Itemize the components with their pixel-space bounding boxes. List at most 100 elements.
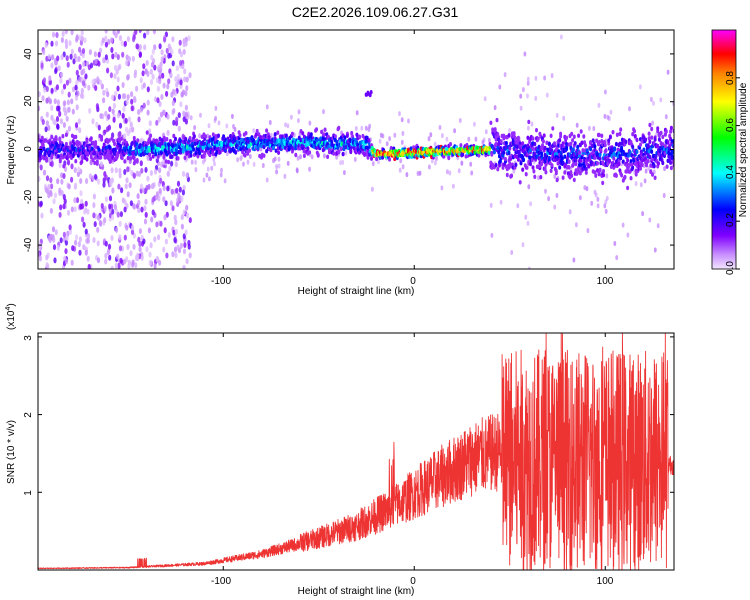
spectrogram-cell — [72, 141, 76, 147]
spectrogram-cell — [107, 113, 111, 120]
bot-xtick-label: 0 — [410, 576, 416, 587]
spectrogram-cell — [184, 137, 188, 142]
spectrogram-cell — [140, 167, 144, 174]
spectrogram-cell — [535, 128, 538, 133]
spectrogram-cell — [74, 239, 78, 246]
spectrogram-cell — [172, 133, 176, 139]
spectrogram-cell — [521, 242, 525, 248]
spectrogram-cell — [99, 113, 103, 119]
spectrogram-cell — [80, 87, 84, 94]
spectrogram-cell — [275, 164, 278, 170]
spectrogram-cell — [138, 246, 142, 253]
spectrogram-cell — [275, 169, 278, 175]
spectrogram-cell — [117, 183, 121, 190]
spectrogram-cell — [560, 34, 563, 40]
spectrogram-cell — [651, 172, 654, 177]
spectrogram-cell — [188, 252, 192, 259]
spectrogram-cell — [223, 178, 227, 184]
spectrogram-cell — [100, 83, 104, 90]
spectrogram-cell — [146, 70, 150, 77]
spectrogram-cell — [165, 252, 169, 259]
spectrogram-cell — [614, 173, 618, 178]
spectrogram-cell — [54, 229, 58, 236]
spectrogram-cell — [582, 134, 586, 139]
spectrogram-cell — [176, 244, 180, 251]
spectrogram-cell — [501, 165, 505, 170]
spectrogram-cell — [337, 125, 341, 131]
spectrogram-cell — [64, 132, 68, 137]
spectrogram-cell — [149, 68, 153, 75]
spectrogram-cell — [208, 176, 211, 182]
spectrogram-cell — [333, 134, 337, 139]
spectrogram-cell — [510, 173, 514, 178]
spectrogram-cell — [604, 148, 608, 153]
spectrogram-cell — [194, 167, 198, 173]
spectrogram-cell — [59, 204, 63, 211]
spectrogram-cell — [154, 152, 158, 157]
spectrogram-cell — [59, 77, 63, 84]
spectrogram-cell — [553, 141, 556, 146]
spectrogram-cell — [60, 88, 64, 95]
spectrogram-cell — [155, 255, 159, 262]
spectrogram-cell — [607, 138, 611, 143]
spectrogram-cell — [98, 219, 102, 226]
spectrogram-cell — [111, 53, 115, 60]
spectrogram-cell — [265, 177, 269, 183]
spectrogram-cell — [576, 144, 580, 150]
spectrogram-cell — [656, 126, 660, 131]
spectrogram-cell — [609, 109, 613, 115]
spectrogram-cell — [99, 79, 103, 86]
spectrogram-cell — [210, 165, 214, 171]
spectrogram-cell — [151, 209, 155, 216]
spectrogram-cell — [145, 130, 149, 135]
top-ytick-label: 40 — [23, 48, 34, 60]
spectrogram-cell — [148, 152, 152, 157]
spectrogram-cell — [653, 137, 657, 142]
spectrogram-cell — [54, 40, 59, 47]
spectrogram-cell — [490, 152, 494, 157]
spectrogram-cell — [198, 133, 202, 139]
spectrogram-cell — [121, 51, 125, 58]
spectrogram-cell — [156, 85, 160, 92]
spectrogram-cell — [50, 105, 54, 111]
spectrogram-cell — [584, 170, 588, 175]
spectrogram-cell — [225, 123, 229, 129]
spectrogram-cell — [647, 165, 651, 171]
spectrogram-cell — [283, 173, 287, 179]
spectrogram-cell — [164, 200, 168, 207]
spectrogram-cell — [50, 62, 54, 69]
spectrogram-cell — [174, 151, 178, 156]
spectrogram-cell — [62, 122, 66, 128]
spectrogram-cell — [64, 248, 68, 255]
spectrogram-cell — [128, 127, 132, 134]
spectrogram-cell — [162, 144, 165, 150]
spectrogram-cell — [71, 108, 75, 115]
spectrogram-cell — [254, 132, 258, 137]
spectrogram-cell — [158, 259, 162, 266]
spectrogram-cell — [526, 93, 529, 99]
spectrogram-cell — [142, 102, 146, 109]
spectrogram-cell — [440, 185, 444, 191]
spectrogram-cell — [179, 242, 183, 249]
spectrogram-cell — [489, 202, 493, 208]
spectrogram-cell — [569, 141, 573, 147]
spectrogram-cell — [574, 158, 578, 163]
spectrogram-cell — [192, 134, 196, 139]
spectrogram-cell — [639, 84, 642, 90]
spectrogram-cell — [94, 85, 98, 91]
spectrogram-cell — [570, 131, 574, 137]
spectrogram-cell — [631, 132, 635, 137]
spectrogram-cell — [590, 200, 594, 206]
spectrogram-cell — [51, 234, 55, 240]
spectrogram-cell — [640, 162, 644, 168]
spectrogram-cell — [211, 132, 215, 137]
spectrogram-cell — [519, 105, 523, 111]
spectrogram-cell — [429, 132, 433, 138]
spectrogram-cell — [79, 178, 83, 184]
colorbar-gradient — [711, 29, 737, 270]
spectrogram-cell — [526, 220, 530, 226]
spectrogram-cell — [77, 56, 81, 62]
spectrogram-cell — [198, 150, 202, 156]
spectrogram-cell — [337, 149, 341, 154]
